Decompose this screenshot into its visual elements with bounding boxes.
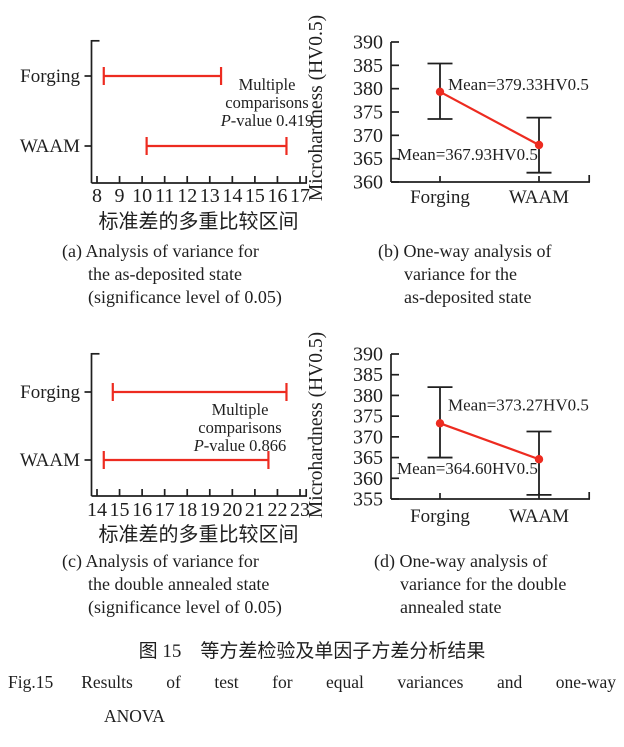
caption-a-line-1: (a) Analysis of variance for — [62, 241, 259, 261]
caption-c-line-1: (c) Analysis of variance for — [62, 551, 259, 571]
x-tick-label: 16 — [267, 185, 287, 207]
mean-point — [435, 87, 445, 96]
mean-point — [435, 419, 445, 428]
x-axis-title: 标准差的多重比较区间 — [99, 210, 299, 233]
caption-d-line-3: annealed state — [400, 597, 502, 617]
p-value-annotation-line: Multiple — [239, 75, 296, 94]
caption-a-line-2: the as-deposited state — [88, 264, 242, 284]
figure-caption-chinese: 图 15 等方差检验及单因子方差分析结果 — [138, 641, 486, 662]
mean-connector-line — [439, 90, 540, 146]
mean-value-label: Mean=364.60HV0.5 — [397, 459, 538, 478]
category-label: Forging — [410, 187, 470, 208]
p-value-annotation-line: P-value 0.419 — [220, 111, 314, 130]
figure-caption-english: Fig.15 Results of test for equal varianc… — [8, 672, 616, 693]
caption-d-line-2: variance for the double — [400, 574, 567, 594]
y-tick-label: 390 — [353, 32, 383, 54]
y-tick-label: 385 — [353, 364, 383, 386]
x-tick-label: 19 — [200, 499, 220, 521]
caption-b-line-2: variance for the — [404, 264, 517, 284]
caption-c-line-2: the double annealed state — [88, 574, 270, 594]
caption-panel-a: (a) Analysis of variance for the as-depo… — [62, 240, 282, 309]
x-tick-label: 16 — [132, 499, 152, 521]
x-tick-label: 18 — [177, 499, 197, 521]
p-value-annotation-line: Multiple — [212, 400, 269, 419]
y-tick-label: 380 — [353, 78, 383, 100]
mean-point — [534, 140, 544, 150]
x-tick-label: 14 — [222, 185, 242, 207]
y-tick-label: 355 — [353, 489, 383, 511]
mean-point — [534, 455, 544, 464]
category-label: Forging — [410, 506, 470, 527]
category-label: WAAM — [20, 450, 80, 471]
x-tick-label: 17 — [290, 185, 310, 207]
p-value-annotation-line: comparisons — [225, 93, 308, 112]
caption-a-line-3: (significance level of 0.05) — [88, 287, 282, 307]
category-label: Forging — [20, 382, 80, 403]
category-label: Forging — [20, 66, 80, 87]
figure-number-label: Fig.15 — [8, 672, 54, 692]
caption-d-line-1: (d) One-way analysis of — [374, 551, 548, 571]
x-tick-label: 14 — [87, 499, 107, 521]
y-tick-label: 370 — [353, 125, 383, 147]
category-label: WAAM — [20, 136, 80, 157]
x-tick-label: 22 — [267, 499, 287, 521]
x-axis-title: 标准差的多重比较区间 — [99, 523, 299, 546]
mean-connector-line — [439, 422, 540, 461]
x-tick-label: 21 — [245, 499, 265, 521]
p-value-annotation-line: P-value 0.866 — [193, 436, 287, 455]
x-tick-label: 10 — [132, 185, 152, 207]
y-tick-label: 365 — [353, 148, 383, 170]
figure-caption-english-line-1: Results of test for equal variances and … — [81, 672, 616, 692]
category-label: WAAM — [509, 506, 569, 527]
caption-b-line-1: (b) One-way analysis of — [378, 241, 552, 261]
mean-value-label: Mean=379.33HV0.5 — [448, 75, 589, 94]
x-tick-label: 13 — [200, 185, 220, 207]
x-tick-label: 17 — [155, 499, 175, 521]
caption-b-line-3: as-deposited state — [404, 287, 532, 307]
y-tick-label: 370 — [353, 426, 383, 448]
x-tick-label: 11 — [155, 185, 174, 207]
charts-row-top: 8 9 10 11 12 13 14 15 16 17 标准差的多重比较区间 Forging WAAM M… — [20, 15, 591, 233]
y-tick-label: 360 — [353, 468, 383, 490]
mean-value-label: Mean=373.27HV0.5 — [448, 395, 589, 414]
caption-panel-d: (d) One-way analysis of variance for the… — [374, 550, 566, 619]
x-tick-label: 15 — [245, 185, 265, 207]
x-tick-label: 9 — [115, 185, 125, 207]
y-tick-label: 385 — [353, 55, 383, 77]
y-tick-label: 360 — [353, 172, 383, 194]
y-tick-label: 390 — [353, 344, 383, 366]
interval-plot-a: 8 9 10 11 12 13 14 15 16 17 标准差的多重比较区间 Forging WAAM M… — [20, 39, 314, 233]
x-tick-label: 15 — [110, 499, 130, 521]
p-value-annotation-line: comparisons — [198, 418, 281, 437]
category-label: WAAM — [509, 187, 569, 208]
caption-panel-b: (b) One-way analysis of variance for the… — [378, 240, 551, 309]
caption-c-line-3: (significance level of 0.05) — [88, 597, 282, 617]
mean-value-label: Mean=367.93HV0.5 — [397, 145, 538, 164]
y-axis-title: Microhardness (HV0.5) — [306, 15, 327, 201]
y-tick-label: 380 — [353, 385, 383, 407]
x-tick-label: 20 — [222, 499, 242, 521]
caption-panel-c: (c) Analysis of variance for the double … — [62, 550, 282, 619]
y-tick-label: 375 — [353, 102, 383, 124]
x-tick-label: 12 — [177, 185, 197, 207]
x-tick-label: 8 — [92, 185, 102, 207]
figure-caption-english-line-2: ANOVA — [104, 706, 165, 726]
y-axis-title: Microhardness (HV0.5) — [306, 332, 327, 518]
y-tick-label: 375 — [353, 406, 383, 428]
x-tick-label: 23 — [290, 499, 310, 521]
y-tick-label: 365 — [353, 447, 383, 469]
